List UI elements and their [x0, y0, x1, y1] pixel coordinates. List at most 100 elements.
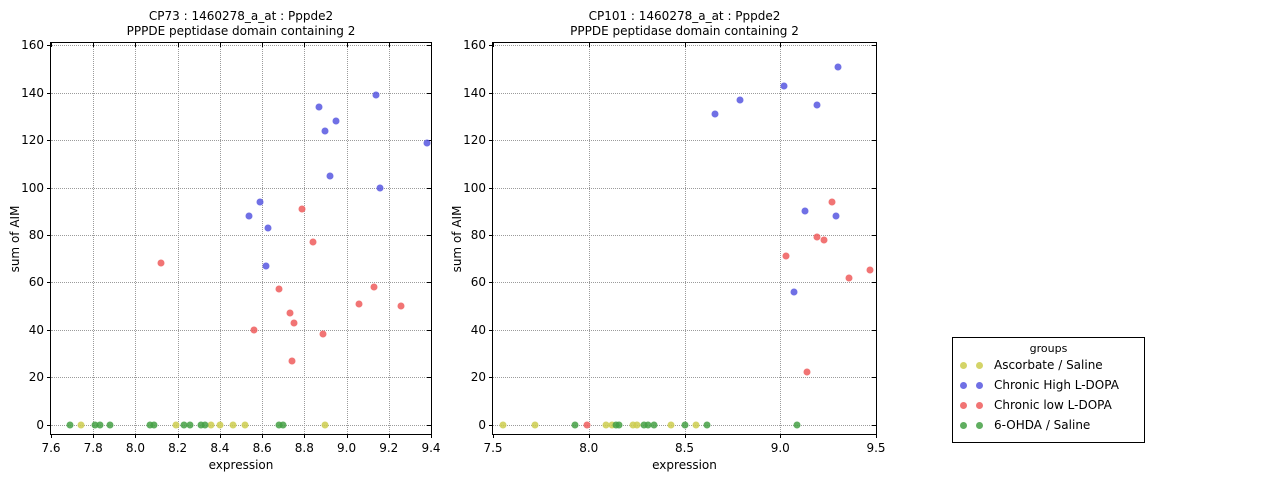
data-point-yellow: [692, 421, 700, 429]
y-tick-label: 120: [463, 133, 486, 148]
data-point-red: [288, 357, 296, 365]
x-tick-mark: [93, 434, 95, 438]
y-tick-mark: [47, 92, 51, 94]
y-tick-mark: [427, 45, 431, 47]
x-tick-mark: [51, 43, 52, 47]
y-axis-label: sum of AIM: [8, 205, 22, 272]
data-point-green: [793, 421, 801, 429]
x-tick-mark: [135, 43, 137, 47]
y-tick-mark: [872, 329, 876, 331]
legend-marker-icon: [976, 381, 983, 389]
data-point-green: [91, 421, 99, 429]
data-point-red: [298, 205, 306, 213]
x-tick-mark: [431, 434, 432, 438]
data-point-red: [828, 198, 836, 206]
data-point-green: [180, 421, 188, 429]
y-tick-mark: [872, 187, 876, 189]
y-tick-label: 100: [463, 180, 486, 195]
data-point-blue: [315, 103, 323, 111]
y-tick-label: 160: [21, 38, 44, 53]
y-tick-mark: [872, 92, 876, 94]
data-point-red: [250, 326, 258, 334]
x-tick-mark: [684, 434, 686, 438]
y-tick-mark: [47, 424, 51, 426]
x-tick-mark: [304, 43, 306, 47]
data-point-red: [583, 421, 591, 429]
x-tick-mark: [304, 434, 306, 438]
x-tick-label: 8.0: [125, 441, 145, 455]
y-gridline: [51, 187, 431, 189]
x-tick-label: 8.0: [579, 441, 599, 455]
x-tick-mark: [431, 43, 432, 47]
x-tick-mark: [219, 43, 221, 47]
data-point-blue: [332, 117, 340, 125]
y-tick-label: 20: [470, 370, 486, 385]
x-tick-mark: [588, 434, 590, 438]
legend: groups Ascorbate / Saline Chronic High L…: [952, 337, 1145, 443]
data-point-green: [186, 421, 194, 429]
y-tick-mark: [872, 424, 876, 426]
x-tick-mark: [493, 434, 494, 438]
y-tick-mark: [489, 234, 493, 236]
x-tick-label: 9.4: [421, 441, 441, 455]
data-point-red: [275, 285, 283, 293]
y-tick-label: 40: [470, 322, 486, 337]
y-tick-mark: [427, 234, 431, 236]
data-point-green: [615, 421, 623, 429]
data-point-red: [397, 302, 405, 310]
plot-title: CP101 : 1460278_a_at : Pppde2 PPPDE pept…: [570, 9, 799, 39]
data-point-green: [279, 421, 287, 429]
data-point-green: [146, 421, 154, 429]
data-point-yellow: [667, 421, 675, 429]
y-tick-mark: [427, 377, 431, 379]
legend-entry: Chronic High L-DOPA: [953, 375, 1144, 395]
data-point-green: [703, 421, 711, 429]
data-point-blue: [262, 262, 270, 270]
scatter-plot-cp73: CP73 : 1460278_a_at : Pppde2 PPPDE pepti…: [8, 9, 441, 472]
data-point-yellow: [321, 421, 329, 429]
y-tick-label: 140: [463, 85, 486, 100]
x-tick-mark: [262, 434, 264, 438]
y-tick-mark: [427, 424, 431, 426]
y-tick-label: 40: [28, 322, 44, 337]
data-point-blue: [801, 207, 809, 215]
plot-title-line1: CP73 : 1460278_a_at : Pppde2: [148, 9, 334, 23]
data-point-red: [319, 330, 327, 338]
data-point-blue: [834, 63, 842, 71]
data-point-yellow: [499, 421, 507, 429]
data-point-green: [197, 421, 205, 429]
y-gridline: [51, 234, 431, 236]
data-point-red: [355, 300, 363, 308]
legend-entry-label: 6-OHDA / Saline: [994, 418, 1091, 432]
data-point-red: [803, 368, 811, 376]
data-point-green: [66, 421, 74, 429]
data-point-green: [640, 421, 648, 429]
x-tick-label: 9.0: [770, 441, 790, 455]
x-tick-mark: [388, 43, 390, 47]
y-tick-mark: [489, 424, 493, 426]
legend-entry-label: Chronic low L-DOPA: [994, 398, 1112, 412]
data-point-green: [571, 421, 579, 429]
data-point-blue: [736, 96, 744, 104]
x-tick-mark: [219, 434, 221, 438]
y-tick-mark: [872, 45, 876, 47]
data-point-blue: [423, 139, 431, 147]
y-tick-label: 0: [36, 417, 44, 432]
x-tick-mark: [51, 434, 52, 438]
legend-marker-icon: [976, 401, 983, 409]
data-point-blue: [264, 224, 272, 232]
y-tick-label: 120: [21, 133, 44, 148]
y-tick-mark: [489, 329, 493, 331]
y-tick-mark: [489, 92, 493, 94]
data-point-blue: [780, 82, 788, 90]
y-tick-mark: [489, 282, 493, 284]
x-tick-label: 7.6: [41, 441, 61, 455]
data-point-red: [157, 259, 165, 267]
y-tick-mark: [427, 329, 431, 331]
x-tick-mark: [346, 434, 348, 438]
data-point-green: [612, 421, 620, 429]
data-point-blue: [321, 127, 329, 135]
data-point-blue: [711, 110, 719, 118]
data-point-green: [681, 421, 688, 429]
x-tick-mark: [346, 43, 348, 47]
